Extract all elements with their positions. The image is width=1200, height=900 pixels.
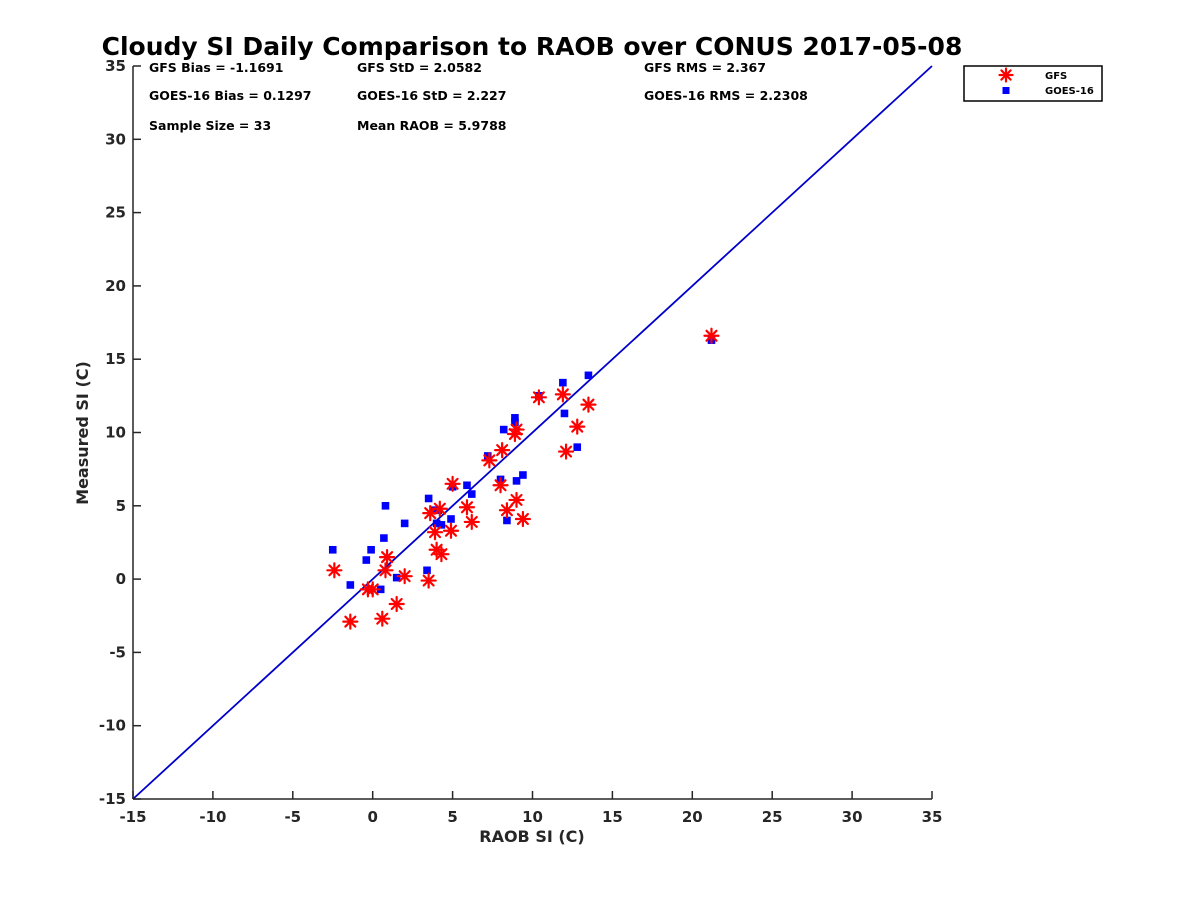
goes16-point: [423, 566, 431, 575]
gfs-point: [703, 327, 720, 344]
stat-gfs-std: GFS StD = 2.0582: [357, 60, 482, 75]
goes16-point: [573, 443, 582, 451]
legend-gfs-marker: [998, 67, 1014, 83]
gfs-point: [396, 568, 413, 585]
stat-goes-rms: GOES-16 RMS = 2.2308: [644, 88, 808, 103]
y-tick-label: 20: [105, 277, 126, 295]
gfs-point: [431, 500, 448, 517]
legend: GFS GOES-16: [963, 65, 1103, 102]
gfs-point: [554, 386, 571, 403]
legend-label-goes16: GOES-16: [1045, 86, 1094, 97]
x-tick-label: 15: [602, 808, 623, 826]
plot-data-layer: -15 -10 -5 0 5 10 15 20 25 30 35 -15 -10 -5 0 5 10 15 20 25…: [99, 57, 943, 826]
stat-gfs-bias: GFS Bias = -1.1691: [149, 60, 283, 75]
x-axis-label: RAOB SI (C): [479, 827, 584, 846]
gfs-point: [580, 396, 597, 413]
gfs-point: [420, 572, 437, 589]
goes16-point: [519, 471, 527, 479]
gfs-point: [342, 613, 359, 630]
gfs-point: [508, 491, 525, 509]
goes16-point: [499, 425, 508, 434]
stat-gfs-rms: GFS RMS = 2.367: [644, 60, 766, 75]
goes16-point: [400, 519, 409, 528]
gfs-point: [378, 549, 396, 566]
goes16-point: [381, 502, 390, 510]
x-tick-label: 35: [922, 808, 943, 826]
gfs-point: [444, 475, 461, 492]
goes16-point: [447, 515, 455, 523]
x-tick-label: -5: [284, 808, 301, 826]
stat-goes-std: GOES-16 StD = 2.227: [357, 88, 506, 103]
gfs-point: [458, 499, 476, 516]
goes16-point: [463, 481, 471, 490]
x-tick-label: 10: [522, 808, 543, 826]
stat-mean-raob: Mean RAOB = 5.9788: [357, 118, 506, 133]
goes16-point: [346, 581, 355, 589]
y-tick-label: 10: [105, 424, 126, 442]
legend-label-gfs: GFS: [1045, 71, 1067, 82]
y-tick-label: -15: [99, 790, 126, 808]
legend-gfs-asterisk: [998, 67, 1014, 83]
goes16-point: [559, 378, 567, 387]
x-tick-label: 25: [762, 808, 783, 826]
y-tick-label: 25: [105, 204, 126, 222]
gfs-point: [442, 522, 460, 539]
goes16-point: [367, 545, 375, 554]
gfs-point: [514, 510, 532, 528]
gfs-point: [494, 441, 511, 459]
goes16-point: [483, 452, 492, 460]
x-tick-label: 0: [367, 808, 377, 826]
y-axis-label: Measured SI (C): [73, 361, 92, 505]
gfs-point: [569, 418, 586, 435]
gfs-point: [463, 513, 480, 531]
gfs-point: [364, 581, 381, 598]
y-tick-label: 30: [105, 130, 126, 148]
goes16-point: [511, 414, 519, 422]
legend-box: [963, 65, 1103, 102]
y-tick-label: 15: [105, 350, 126, 368]
y-tick-label: -10: [99, 717, 126, 735]
y-tick-label: 5: [116, 497, 126, 515]
chart-title: Cloudy SI Daily Comparison to RAOB over …: [102, 32, 963, 61]
goes16-point: [362, 556, 371, 564]
y-tick-label: 35: [105, 57, 126, 75]
gfs-point: [326, 562, 343, 579]
gfs-point: [374, 610, 391, 627]
gfs-point: [508, 421, 525, 438]
gfs-point: [426, 524, 444, 541]
gfs-point: [433, 546, 450, 563]
goes16-point: [380, 534, 388, 542]
one-to-one-line: [132, 65, 933, 800]
goes16-point: [424, 494, 433, 503]
x-tick-label: 20: [682, 808, 703, 826]
gfs-point: [492, 477, 509, 494]
goes16-point: [432, 519, 441, 528]
y-tick-label: -5: [109, 643, 126, 661]
stats-block: GFS Bias = -1.1691 GFS StD = 2.0582 GFS …: [149, 60, 808, 133]
gfs-point: [498, 502, 516, 519]
goes16-point: [511, 418, 519, 427]
x-tick-label: 30: [842, 808, 863, 826]
goes16-point: [328, 545, 337, 554]
gfs-point: [530, 389, 547, 406]
gfs-point: [481, 452, 498, 469]
gfs-point: [388, 595, 405, 613]
x-tick-label: 5: [447, 808, 457, 826]
stat-goes-bias: GOES-16 Bias = 0.1297: [149, 88, 311, 103]
goes16-point: [584, 371, 593, 380]
goes16-point: [512, 477, 521, 485]
x-tick-label: -15: [119, 808, 146, 826]
x-tick-label: -10: [199, 808, 226, 826]
gfs-point: [377, 562, 394, 579]
goes16-point: [503, 516, 511, 525]
goes16-point: [437, 521, 446, 529]
goes16-point: [560, 409, 569, 418]
legend-goes16-marker: [1002, 87, 1010, 94]
stat-sample-size: Sample Size = 33: [149, 118, 271, 133]
y-tick-label: 0: [116, 570, 126, 588]
goes16-point: [467, 490, 476, 498]
gfs-point: [557, 443, 575, 460]
goes16-point: [392, 573, 401, 582]
